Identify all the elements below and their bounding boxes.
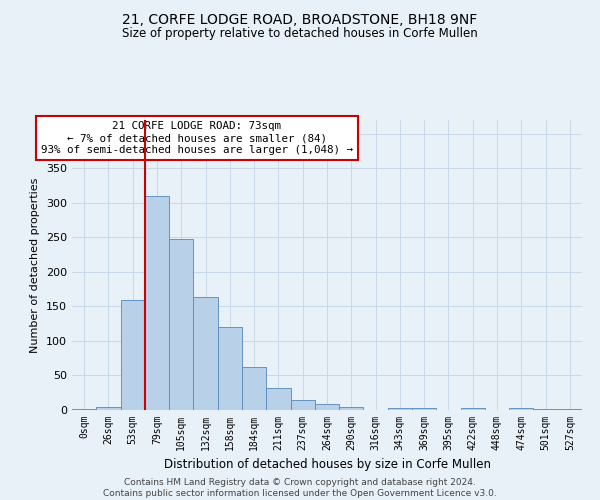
Bar <box>169 239 193 410</box>
Bar <box>193 298 218 410</box>
Bar <box>461 408 485 410</box>
Bar <box>412 408 436 410</box>
Bar <box>145 196 169 410</box>
Bar <box>509 408 533 410</box>
Bar <box>96 406 121 410</box>
Bar <box>388 408 412 410</box>
Bar <box>121 300 145 410</box>
Text: Contains HM Land Registry data © Crown copyright and database right 2024.
Contai: Contains HM Land Registry data © Crown c… <box>103 478 497 498</box>
Text: 21 CORFE LODGE ROAD: 73sqm
← 7% of detached houses are smaller (84)
93% of semi-: 21 CORFE LODGE ROAD: 73sqm ← 7% of detac… <box>41 122 353 154</box>
Bar <box>266 388 290 410</box>
Bar <box>315 404 339 410</box>
Bar <box>242 366 266 410</box>
Text: Size of property relative to detached houses in Corfe Mullen: Size of property relative to detached ho… <box>122 28 478 40</box>
Bar <box>218 327 242 410</box>
Bar <box>533 408 558 410</box>
Bar <box>339 407 364 410</box>
Text: 21, CORFE LODGE ROAD, BROADSTONE, BH18 9NF: 21, CORFE LODGE ROAD, BROADSTONE, BH18 9… <box>122 12 478 26</box>
Bar <box>290 400 315 410</box>
X-axis label: Distribution of detached houses by size in Corfe Mullen: Distribution of detached houses by size … <box>163 458 491 471</box>
Y-axis label: Number of detached properties: Number of detached properties <box>31 178 40 352</box>
Bar <box>72 408 96 410</box>
Bar <box>558 408 582 410</box>
